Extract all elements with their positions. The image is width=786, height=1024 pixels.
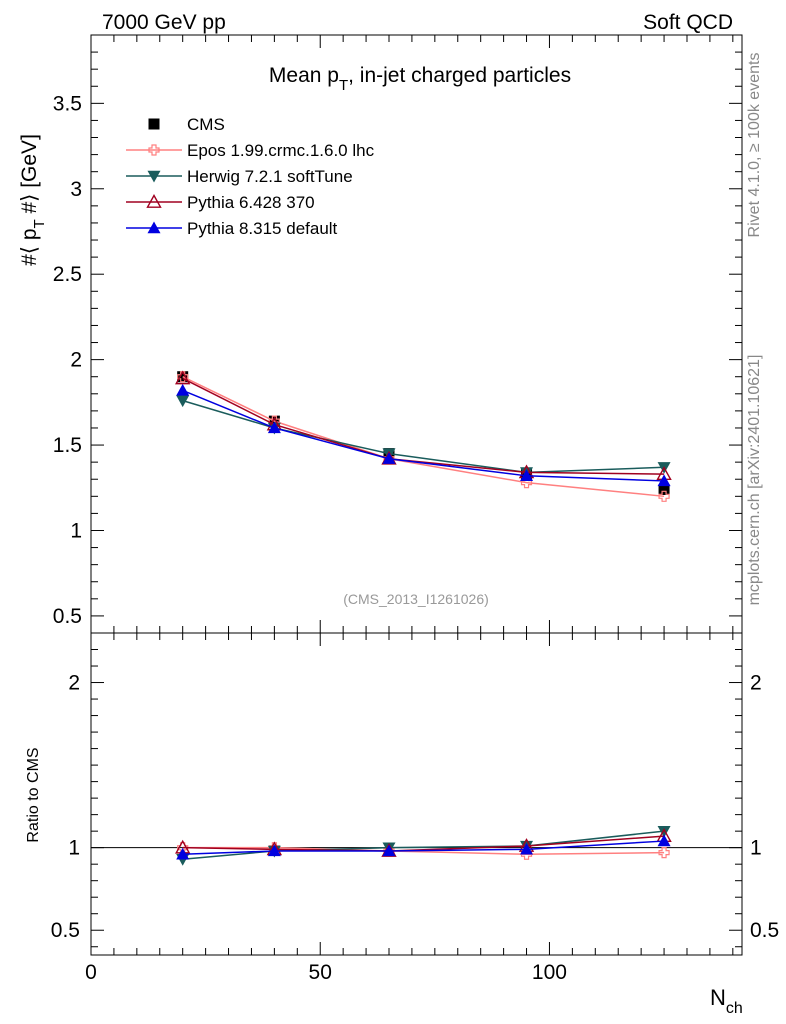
legend-marker-cms — [148, 118, 160, 130]
series-line-3 — [182, 389, 665, 482]
ratio-tick-label: 1 — [750, 837, 762, 860]
axis-ticks — [90, 34, 742, 955]
legend-label-1: Herwig 7.2.1 softTune — [187, 167, 353, 186]
ratio-tick-label: 2 — [750, 672, 762, 695]
series-point-3 — [176, 383, 190, 396]
series-point-3 — [520, 469, 534, 482]
y-tick-label: 1 — [70, 519, 82, 542]
y-axis-label: #⟨ pT #⟩ [GeV] — [18, 134, 48, 266]
legend-label-3: Pythia 8.315 default — [187, 219, 338, 238]
header-left: 7000 GeV pp — [102, 11, 226, 34]
ratio-point-3 — [520, 842, 534, 855]
legend-marker-0 — [148, 144, 160, 156]
legend-marker-2 — [146, 194, 162, 208]
ratio-point-3 — [382, 844, 396, 857]
ratio-tick-label: 0.5 — [51, 919, 80, 942]
series-point-1 — [176, 395, 190, 408]
series-point-0 — [658, 490, 670, 502]
ratio-plot-series — [91, 825, 742, 866]
legend-marker-1 — [147, 170, 161, 183]
y-tick-label: 3.5 — [53, 92, 82, 115]
x-tick-label: 0 — [85, 961, 97, 984]
rivet-label: Rivet 4.1.0, ≥ 100k events — [746, 53, 763, 238]
x-tick-label: 100 — [532, 961, 567, 984]
y-tick-label: 2.5 — [53, 263, 82, 286]
series-point-3 — [267, 421, 281, 434]
axis-tick-labels: 0 50 100 0.5 1 1.5 2 2.5 3 3.5 0.5 0.5 1 1 2 2 — [51, 92, 779, 984]
ratio-point-1 — [657, 825, 671, 838]
ratio-tick-label: 0.5 — [750, 919, 779, 942]
y-tick-label: 1.5 — [53, 434, 82, 457]
ratio-plot-frame — [90, 632, 743, 956]
ratio-y-axis-label: Ratio to CMS — [25, 747, 42, 842]
series-point-3 — [382, 452, 396, 464]
y-tick-label: 0.5 — [53, 605, 82, 628]
ratio-tick-label: 1 — [68, 837, 80, 860]
legend-label-0: Epos 1.99.crmc.1.6.0 lhc — [187, 141, 375, 160]
cms-data-point — [658, 483, 670, 495]
ratio-point-3 — [267, 844, 281, 857]
y-tick-label: 3 — [70, 178, 82, 201]
legend-marker-3 — [147, 221, 161, 234]
header-right: Soft QCD — [643, 11, 733, 34]
series-point-2 — [175, 370, 191, 385]
legend: CMS Epos 1.99.crmc.1.6.0 lhc Herwig 7.2.1 … — [126, 115, 375, 238]
mcplots-label: mcplots.cern.ch [arXiv:2401.10621] — [746, 355, 763, 606]
ratio-point-3 — [176, 847, 190, 860]
x-axis-label: Nch — [710, 985, 743, 1017]
y-tick-label: 2 — [70, 349, 82, 372]
ratio-point-3 — [657, 834, 671, 847]
legend-label-cms: CMS — [187, 115, 225, 134]
legend-label-2: Pythia 6.428 370 — [187, 193, 315, 212]
series-point-3 — [657, 474, 671, 487]
x-tick-label: 50 — [309, 961, 332, 984]
series-line-2 — [182, 377, 665, 475]
ratio-tick-label: 2 — [68, 672, 80, 695]
chart-title: Mean pT, in-jet charged particles — [269, 64, 571, 94]
ratio-point-0 — [658, 847, 670, 859]
analysis-watermark: (CMS_2013_I1261026) — [343, 591, 489, 607]
main-plot-series — [175, 370, 672, 502]
